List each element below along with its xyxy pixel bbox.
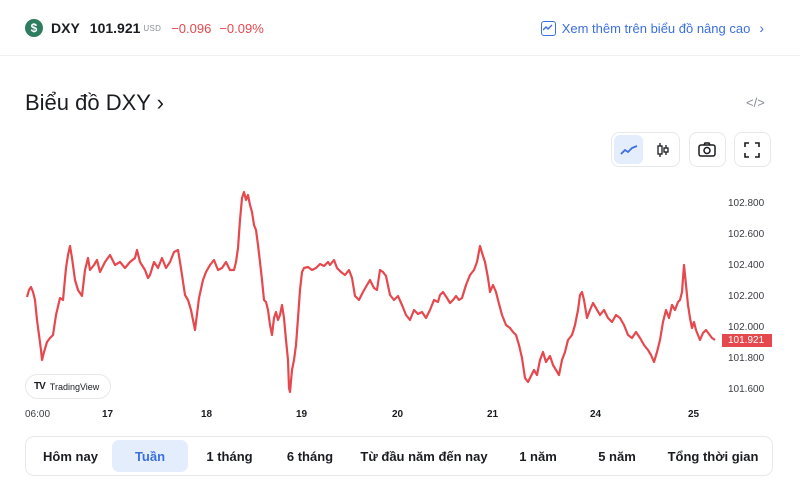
fullscreen-button[interactable]: [737, 135, 767, 164]
x-tick: 21: [487, 409, 499, 420]
y-tick: 102.200: [728, 291, 765, 302]
advanced-chart-label: Xem thêm trên biểu đồ nâng cao: [561, 20, 751, 36]
dollar-coin-icon: $: [25, 19, 43, 37]
x-tick: 20: [392, 409, 404, 420]
advanced-chart-link[interactable]: Xem thêm trên biểu đồ nâng cao ›: [540, 20, 764, 36]
chevron-right-icon: ›: [759, 20, 764, 36]
y-tick: 102.600: [728, 229, 765, 240]
last-price-label: 101.921: [722, 334, 772, 347]
period-ytd[interactable]: Từ đầu năm đến nay: [360, 448, 488, 464]
y-tick: 102.400: [728, 260, 765, 271]
chart-line-icon: [540, 20, 556, 36]
x-tick: 19: [296, 409, 308, 420]
period-5-years[interactable]: 5 năm: [598, 448, 636, 464]
fullscreen-group: [734, 132, 771, 167]
fullscreen-icon: [744, 141, 760, 158]
y-tick: 102.800: [728, 198, 765, 209]
ticker-summary: $ DXY 101.921 USD −0.096 −0.09%: [25, 19, 272, 37]
tradingview-watermark[interactable]: TV TradingView: [25, 374, 111, 399]
embed-code-icon[interactable]: </>: [746, 95, 765, 110]
x-tick: 06:00: [25, 409, 51, 420]
period-week[interactable]: Tuần: [112, 440, 188, 472]
symbol: DXY: [51, 20, 80, 36]
price-change: −0.096: [171, 20, 212, 36]
page-title[interactable]: Biểu đồ DXY ›: [25, 90, 165, 115]
price: 101.921: [89, 20, 141, 36]
y-tick: 101.600: [728, 384, 765, 395]
camera-icon: [698, 142, 716, 157]
period-selector: Hôm nay Tuần 1 tháng 6 tháng Từ đầu năm …: [25, 436, 773, 476]
period-all-time[interactable]: Tổng thời gian: [667, 448, 759, 464]
period-1-month[interactable]: 1 tháng: [206, 448, 253, 464]
price-chart[interactable]: [0, 180, 800, 410]
y-tick: 102.000: [728, 322, 765, 333]
x-tick: 17: [102, 409, 114, 420]
tradingview-logo-icon: TV: [34, 381, 46, 392]
period-1-year[interactable]: 1 năm: [519, 448, 557, 464]
x-tick: 25: [688, 409, 700, 420]
tradingview-label: TradingView: [49, 381, 100, 392]
y-tick: 101.800: [728, 353, 765, 364]
line-chart-icon: [619, 144, 637, 155]
candlestick-button[interactable]: [648, 135, 677, 164]
period-today[interactable]: Hôm nay: [43, 448, 98, 464]
chart-type-toggle: [611, 132, 680, 167]
x-tick: 18: [201, 409, 213, 420]
candlestick-icon: [656, 142, 669, 157]
price-line: [25, 190, 716, 394]
line-chart-button[interactable]: [614, 135, 643, 164]
currency: USD: [143, 23, 162, 33]
x-tick: 24: [590, 409, 602, 420]
period-6-months[interactable]: 6 tháng: [286, 448, 334, 464]
snapshot-button[interactable]: [692, 135, 722, 164]
quote-header: $ DXY 101.921 USD −0.096 −0.09% Xem thêm…: [0, 0, 800, 56]
price-change-percent: −0.09%: [219, 20, 264, 36]
snapshot-group: [689, 132, 726, 167]
